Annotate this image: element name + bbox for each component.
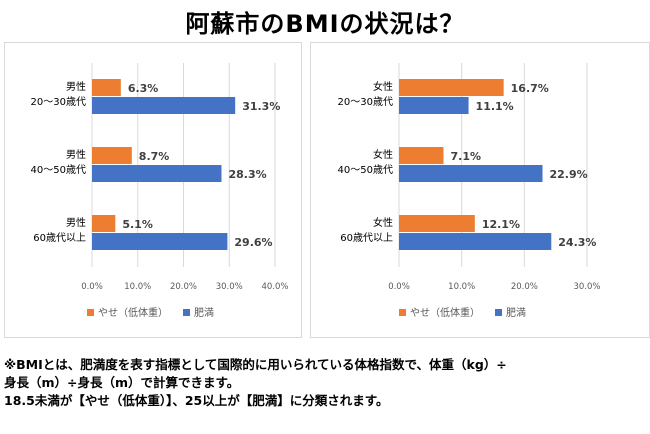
female-obese-bar [399, 233, 552, 250]
female-legend-obese-swatch [495, 309, 502, 316]
page-title: 阿蘇市のBMIの状況は？ [185, 10, 465, 38]
male-underweight-bar [92, 147, 132, 164]
female-tick-label: 0.0% [388, 282, 410, 292]
male-obese-bar [92, 97, 236, 114]
male-underweight-bar [92, 215, 116, 232]
female-category-label-line: 60歳代以上 [340, 232, 393, 244]
female-bmi-chart: 0.0% 10.0% 20.0% 30.0% 女性 20～30歳代 16.7% 11.1% 女性… [310, 42, 650, 338]
male-category-label: 男性 20～30歳代 [31, 80, 86, 108]
bmi-note: ※BMIとは、肥満度を表す指標として国際的に用いられている体格指数で、体重（kg… [4, 356, 644, 410]
female-legend-underweight-label: やせ（低体重） [410, 306, 480, 319]
male-category-label-line: 60歳代以上 [33, 232, 86, 244]
male-underweight-value-label: 8.7% [139, 150, 170, 163]
female-legend-underweight-swatch [399, 309, 406, 316]
male-obese-value-label: 29.6% [234, 236, 272, 249]
male-tick-label: 40.0% [261, 282, 288, 292]
male-underweight-bar [92, 79, 121, 96]
female-underweight-bar [399, 215, 475, 232]
note-line-3: 18.5未満が【やせ（低体重）】、25以上が【肥満】に分類されます。 [4, 393, 389, 408]
male-obese-value-label: 28.3% [228, 168, 266, 181]
female-obese-bar [399, 97, 469, 114]
female-tick-label: 20.0% [511, 282, 538, 292]
male-tick-label: 20.0% [170, 282, 197, 292]
female-chart-svg: 0.0% 10.0% 20.0% 30.0% 女性 20～30歳代 16.7% 11.1% 女性… [338, 63, 601, 319]
female-category-label-line: 女性 [373, 148, 393, 161]
female-category-label-line: 20～30歳代 [338, 96, 393, 108]
male-category-label-line: 男性 [66, 80, 86, 93]
female-category-label-line: 40～50歳代 [338, 164, 393, 176]
male-underweight-value-label: 5.1% [122, 218, 153, 231]
female-tick-label: 10.0% [448, 282, 475, 292]
male-category-label-line: 20～30歳代 [31, 96, 86, 108]
male-category-label: 男性 40～50歳代 [31, 148, 86, 176]
female-category-label: 女性 40～50歳代 [338, 148, 393, 176]
note-line-1: ※BMIとは、肥満度を表す指標として国際的に用いられている体格指数で、体重（kg… [4, 357, 507, 372]
male-obese-bar [92, 233, 228, 250]
male-tick-label: 30.0% [216, 282, 243, 292]
female-underweight-value-label: 7.1% [450, 150, 481, 163]
female-category-label: 女性 20～30歳代 [338, 80, 393, 108]
male-legend-obese-swatch [183, 309, 190, 316]
note-line-2: 身長（m）÷身長（m）で計算できます。 [4, 375, 240, 390]
male-obese-bar [92, 165, 222, 182]
female-underweight-bar [399, 79, 504, 96]
male-legend-obese-label: 肥満 [194, 307, 214, 319]
female-tick-label: 30.0% [573, 282, 600, 292]
male-obese-value-label: 31.3% [242, 100, 280, 113]
female-underweight-bar [399, 147, 444, 164]
female-category-label: 女性 60歳代以上 [340, 216, 393, 244]
female-underweight-value-label: 12.1% [482, 218, 520, 231]
male-category-label-line: 男性 [66, 216, 86, 229]
male-category-label-line: 40～50歳代 [31, 164, 86, 176]
male-category-label: 男性 60歳代以上 [33, 216, 86, 244]
female-category-label-line: 女性 [373, 216, 393, 229]
male-bmi-chart: 0.0% 10.0% 20.0% 30.0% 40.0% 男性 20～30歳代 6.3% 31.… [4, 42, 302, 338]
female-obese-value-label: 24.3% [558, 236, 596, 249]
male-tick-label: 10.0% [124, 282, 151, 292]
male-legend-underweight-label: やせ（低体重） [98, 306, 168, 319]
female-obese-value-label: 22.9% [550, 168, 588, 181]
female-obese-value-label: 11.1% [476, 100, 514, 113]
male-underweight-value-label: 6.3% [128, 82, 159, 95]
male-tick-label: 0.0% [81, 282, 103, 292]
male-category-label-line: 男性 [66, 148, 86, 161]
male-legend-underweight-swatch [87, 309, 94, 316]
female-category-label-line: 女性 [373, 80, 393, 93]
female-underweight-value-label: 16.7% [511, 82, 549, 95]
male-chart-svg: 0.0% 10.0% 20.0% 30.0% 40.0% 男性 20～30歳代 6.3% 31.… [31, 63, 289, 319]
female-legend-obese-label: 肥満 [506, 307, 526, 319]
female-obese-bar [399, 165, 543, 182]
